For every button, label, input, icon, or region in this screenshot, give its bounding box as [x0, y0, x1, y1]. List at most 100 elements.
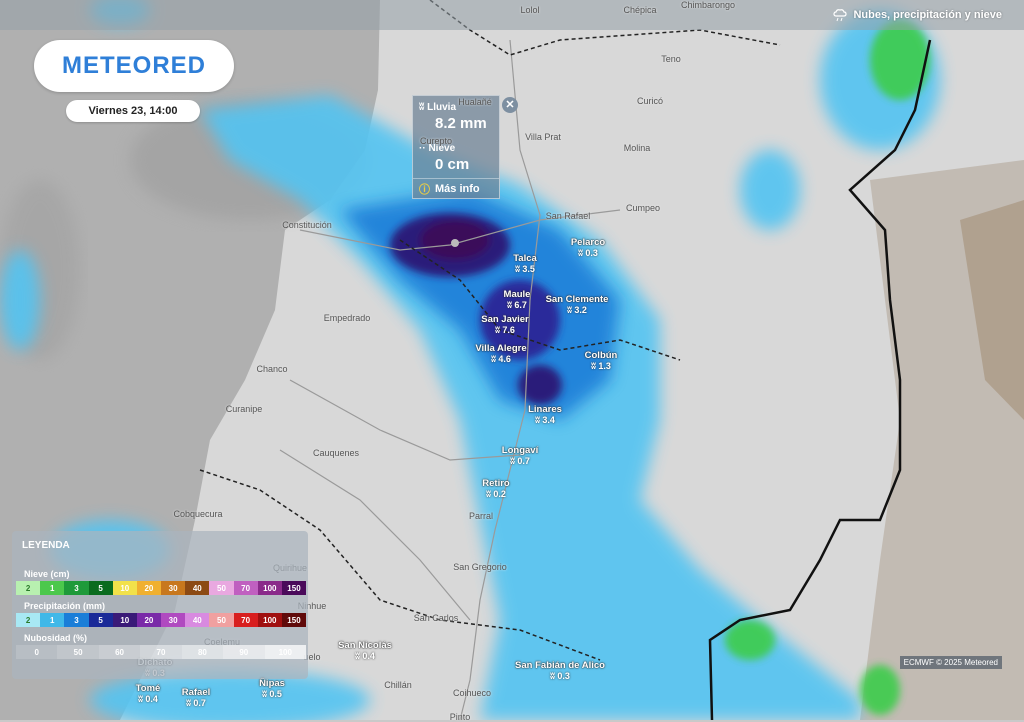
city-precip-value: ʬ 1.3 — [591, 361, 611, 371]
precip-scale: 2 1 3 5 10 20 30 40 50 70 100 150 — [16, 613, 307, 627]
city-precip-value: ʬ 7.6 — [495, 325, 515, 335]
legend-step: 40 — [185, 581, 210, 595]
date-time-label: Viernes 23, 14:00 — [66, 100, 200, 122]
town-name: Lolol — [520, 5, 540, 15]
legend-step: 3 — [64, 581, 89, 595]
city-name[interactable]: Ñipas — [259, 678, 285, 689]
legend-step: 100 — [257, 581, 282, 595]
town-name: Teno — [661, 54, 681, 64]
more-info-label: Más info — [435, 182, 480, 195]
city-name[interactable]: Maule — [503, 289, 531, 300]
legend-step: 5 — [88, 581, 113, 595]
point-popup: ʬ Lluvia 8.2 mm ·· Nieve 0 cm ⓘ Más info — [412, 95, 500, 199]
legend-step: 70 — [233, 581, 258, 595]
legend-step: 3 — [64, 613, 89, 627]
city-precip-value: ʬ 0.2 — [486, 489, 506, 499]
town-name: Villa Prat — [525, 132, 561, 142]
legend-panel: LEYENDA Nieve (cm) 2 1 3 5 10 20 30 40 50 70 100 15… — [12, 531, 308, 679]
legend-step: 70 — [233, 613, 258, 627]
legend-step: 50 — [209, 613, 234, 627]
legend-step: 20 — [136, 613, 162, 627]
legend-step: 2 — [16, 581, 41, 595]
town-name: Chanco — [256, 364, 288, 374]
town-name: Chépica — [623, 5, 657, 15]
roads — [279, 39, 621, 720]
layer-selector[interactable]: Nubes, precipitación y nieve — [833, 8, 1002, 22]
city-name[interactable]: Longaví — [501, 445, 539, 456]
layer-label: Nubes, precipitación y nieve — [853, 9, 1002, 21]
town-name: Cobquecura — [173, 509, 223, 519]
top-bar — [0, 0, 1024, 30]
town-name: Chimbarongo — [680, 0, 736, 10]
legend-step: 50 — [209, 581, 234, 595]
legend-step: 1 — [40, 613, 65, 627]
snow-legend-title: Nieve (cm) — [24, 569, 70, 579]
legend-step: 100 — [257, 613, 282, 627]
logo-text: METEORED — [61, 52, 206, 79]
legend-step: 30 — [161, 613, 186, 627]
legend-step: 20 — [136, 581, 162, 595]
town-name: San Carlos — [413, 613, 459, 623]
legend-step: 150 — [281, 581, 307, 595]
legend-step: 0 — [16, 645, 58, 659]
town-name: Molina — [623, 143, 651, 153]
town-name: Chillán — [384, 680, 412, 690]
legend-step: 150 — [281, 613, 307, 627]
rain-value: 8.2 mm — [435, 115, 487, 132]
legend-step: 1 — [40, 581, 65, 595]
city-precip-value: ʬ 0.7 — [510, 456, 530, 466]
city-name[interactable]: San Javier — [481, 314, 529, 325]
city-precip-value: ʬ 3.2 — [567, 305, 587, 315]
legend-step: 60 — [98, 645, 141, 659]
town-name: Ninhue — [297, 601, 327, 611]
city-name[interactable]: Colbún — [584, 350, 618, 361]
city-precip-value: ʬ 0.4 — [355, 651, 375, 661]
city-precip-value: ʬ 4.6 — [491, 354, 511, 364]
cloud-rain-icon — [833, 9, 848, 22]
town-name: Constitución — [282, 220, 332, 230]
city-name[interactable]: Linares — [528, 404, 562, 415]
city-name[interactable]: Tomé — [135, 683, 161, 694]
city-name[interactable]: San Fabián de Alico — [515, 660, 605, 671]
legend-step: 10 — [112, 613, 137, 627]
legend-step: 90 — [223, 645, 265, 659]
town-name: Hualañé — [458, 97, 492, 107]
city-name[interactable]: San Clemente — [545, 294, 609, 305]
city-precip-value: ʬ 0.3 — [578, 248, 598, 258]
city-name[interactable]: San Nicolás — [338, 640, 392, 651]
country-border — [708, 39, 932, 720]
city-name[interactable]: Rafael — [181, 687, 211, 698]
more-info-link[interactable]: ⓘ Más info — [413, 178, 499, 198]
town-name: Curanipe — [225, 404, 263, 414]
info-icon: ⓘ — [419, 183, 430, 196]
city-name[interactable]: Pelarco — [570, 237, 606, 248]
town-name: San Gregorio — [453, 562, 507, 572]
legend-step: 80 — [181, 645, 224, 659]
snow-label: ·· Nieve — [419, 143, 456, 154]
borders — [199, 0, 781, 661]
town-name: Pinto — [449, 712, 471, 722]
credit: ECMWF © 2025 Meteored — [899, 656, 1002, 669]
city-precip-value: ʬ 0.7 — [186, 698, 206, 708]
andes-brown — [960, 200, 1024, 420]
city-name[interactable]: Retiro — [482, 478, 510, 489]
legend-step: 5 — [88, 613, 113, 627]
town-name: Curicó — [636, 96, 664, 106]
close-icon[interactable]: ✕ — [502, 97, 518, 113]
precip-legend-title: Precipitación (mm) — [24, 601, 106, 611]
meteored-logo[interactable]: METEORED — [34, 40, 234, 92]
city-name[interactable]: Villa Alegre — [475, 343, 527, 354]
city-name[interactable]: Talca — [513, 253, 537, 264]
popup-marker[interactable] — [451, 239, 459, 247]
city-precip-value: ʬ 0.4 — [138, 694, 158, 704]
city-precip-value: ʬ 3.4 — [535, 415, 555, 425]
town-name: uelo — [303, 652, 321, 662]
legend-step: 30 — [161, 581, 186, 595]
town-name: San Rafael — [545, 211, 591, 221]
town-name: Empedrado — [323, 313, 371, 323]
legend-step: 100 — [264, 645, 306, 659]
legend-step: 50 — [57, 645, 99, 659]
snow-areas — [725, 20, 930, 715]
city-precip-value: ʬ 0.3 — [550, 671, 570, 681]
